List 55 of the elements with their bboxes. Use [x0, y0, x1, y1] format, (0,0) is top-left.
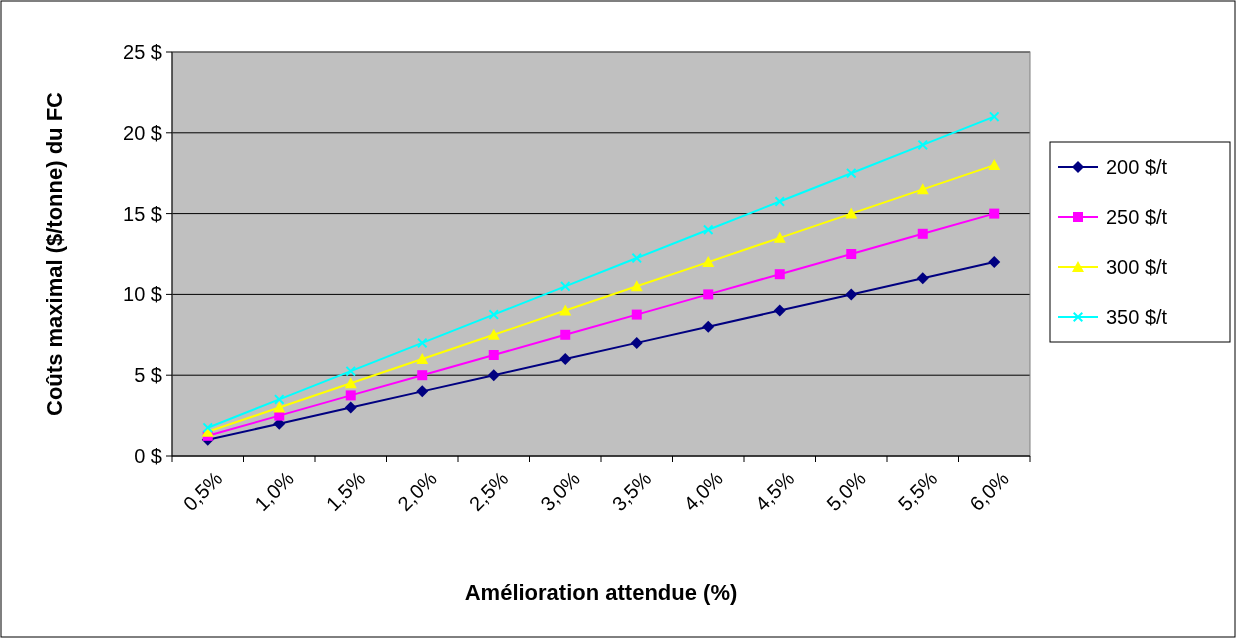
point: [989, 111, 1000, 122]
point: [917, 139, 928, 150]
point: [988, 159, 1001, 171]
y-tick-label: 25 $: [123, 41, 162, 63]
point: [488, 309, 499, 320]
point: [988, 256, 1001, 269]
x-axis-title: Amélioration attendue (%): [464, 580, 738, 605]
point: [274, 394, 285, 405]
point: [416, 385, 429, 398]
point: [345, 390, 356, 401]
point: [846, 249, 857, 259]
point: [560, 281, 571, 292]
y-tick-label: 5 $: [134, 364, 162, 387]
y-tick-label: 10 $: [123, 283, 162, 306]
point: [559, 304, 572, 316]
point: [774, 196, 785, 207]
point: [487, 328, 500, 340]
point: [344, 401, 357, 414]
point: [916, 183, 929, 195]
point: [773, 231, 786, 243]
point: [559, 353, 572, 366]
point: [630, 336, 643, 349]
legend-label: 250 $/t: [1106, 206, 1168, 228]
y-tick-label: 20 $: [123, 121, 162, 144]
legend-label: 300 $/t: [1106, 256, 1168, 278]
legend-label: 200 $/t: [1106, 156, 1168, 178]
point: [630, 280, 643, 292]
point: [417, 370, 428, 381]
legend-label: 350 $/t: [1106, 306, 1168, 328]
point: [560, 329, 571, 340]
point: [774, 269, 785, 280]
point: [989, 208, 1000, 219]
y-axis-title: Coûts maximal ($/tonne) du FC: [42, 91, 67, 416]
y-tick-label: 0 $: [134, 445, 162, 467]
point: [702, 320, 715, 333]
point: [416, 353, 429, 365]
point: [702, 256, 715, 268]
point: [916, 272, 929, 285]
point: [703, 224, 714, 235]
point: [631, 253, 642, 264]
point: [846, 168, 857, 179]
point: [845, 288, 858, 301]
point: [202, 422, 213, 433]
y-tick-label: 15 $: [123, 202, 162, 225]
point: [488, 350, 499, 360]
point: [773, 304, 786, 317]
point: [631, 309, 642, 320]
point: [917, 228, 928, 239]
point: [417, 337, 428, 348]
point: [845, 207, 858, 219]
point: [487, 369, 500, 382]
point: [703, 289, 714, 300]
point: [344, 377, 357, 389]
point: [273, 401, 286, 413]
point: [345, 366, 356, 377]
